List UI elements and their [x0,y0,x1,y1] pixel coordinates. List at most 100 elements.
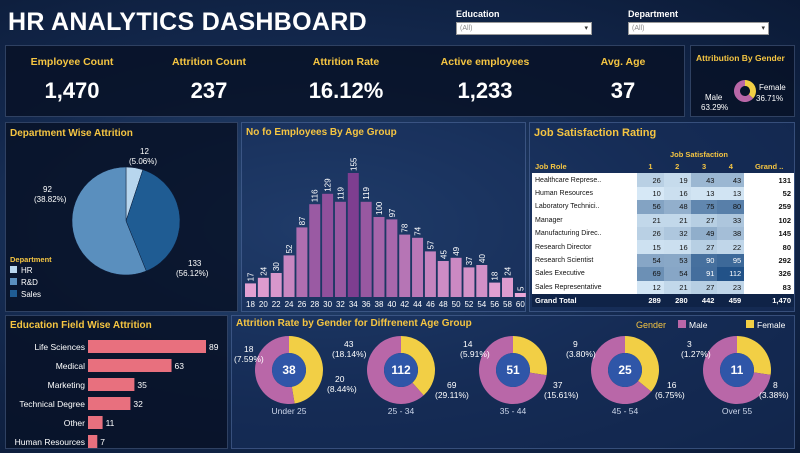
rating-cell: 56 [637,200,664,214]
donut-female-slice[interactable] [401,336,435,396]
edu-bar-value-label: 11 [106,418,115,428]
age-bar[interactable] [360,201,372,297]
age-tick-label: 42 [400,300,409,309]
legend-item-rnd[interactable]: R&D [10,278,41,290]
donut-female-slice[interactable] [289,336,323,404]
age-bar-value-label: 30 [272,262,281,271]
row-total-cell: 292 [744,253,794,268]
legend-item-hr[interactable]: HR [10,266,41,278]
table-row[interactable]: Research Director 15 16 27 22 80 [532,240,794,254]
age-bar[interactable] [489,282,501,297]
job-role-cell: Sales Representative [532,280,638,294]
donut-extra-pct: (18.14%) [332,349,367,359]
edu-bar[interactable] [88,397,131,410]
grand-total-cell: 280 [663,293,691,308]
edu-bar[interactable] [88,378,135,391]
donut-center [384,353,418,387]
donut-female-slice[interactable] [513,336,547,376]
legend-item-sales[interactable]: Sales [10,290,41,302]
age-bar[interactable] [514,293,526,297]
rating-cell: 16 [663,240,691,254]
age-bar[interactable] [412,237,424,297]
chevron-down-icon: ▾ [584,25,588,32]
age-bar-value-label: 74 [414,226,423,235]
age-group-label: 25 - 34 [388,406,415,416]
pie-slice-sales[interactable] [125,169,181,272]
donut-female-slice[interactable] [737,336,771,375]
age-bar[interactable] [347,173,359,297]
table-row[interactable]: Manufacturing Direc.. 26 32 49 38 145 [532,226,794,241]
donut-female-count: 18 [244,344,254,354]
donut-male-slice[interactable] [703,336,771,404]
table-row[interactable]: Laboratory Technici.. 56 48 75 80 259 [532,200,794,214]
edu-bar-value-label: 89 [209,342,219,352]
legend-item-male[interactable]: Male [678,320,707,330]
department-filter-label: Department [628,9,679,19]
age-group-label: 35 - 44 [500,406,527,416]
age-tick-label: 20 [259,300,268,309]
grand-total-row: Grand Total 289 280 442 459 1,470 [532,293,794,308]
rating-cell: 27 [690,213,718,227]
age-bar-value-label: 37 [465,256,474,265]
age-bar[interactable] [296,227,308,297]
donut-male-slice[interactable] [255,336,295,404]
pie-label-rnd-pct: (56.12%) [176,269,209,278]
job-satisfaction-panel: Job Satisfaction Rating Job Satisfaction… [529,122,795,312]
rating-cell: 49 [690,226,718,241]
table-row[interactable]: Sales Representative 12 21 27 23 83 [532,280,794,294]
age-bar[interactable] [463,267,475,297]
rating-cell: 27 [690,280,718,294]
table-row[interactable]: Research Scientist 54 53 90 95 292 [532,253,794,268]
edu-bar[interactable] [88,435,98,448]
edu-bar[interactable] [88,340,206,353]
education-filter-dropdown[interactable]: (All) ▾ [456,22,592,35]
pie-slice-rnd[interactable] [71,166,147,276]
department-filter-dropdown[interactable]: (All) ▾ [628,22,769,35]
age-bar-value-label: 18 [491,271,500,280]
donut-male-slice[interactable] [591,336,652,404]
age-bar[interactable] [270,273,282,297]
rating-cell: 26 [637,226,664,241]
legend-swatch [10,266,17,273]
age-bar-value-label: 155 [349,157,358,171]
age-bar[interactable] [283,255,295,297]
age-tick-label: 40 [387,300,396,309]
age-group-label: Over 55 [722,406,753,416]
edu-bar[interactable] [88,359,172,372]
education-field-title: Education Field Wise Attrition [10,320,152,331]
gender-male-slice[interactable] [734,80,754,102]
age-bar[interactable] [309,204,321,297]
donut-male-slice[interactable] [367,336,424,404]
edu-category-label: Life Sciences [34,342,85,352]
age-bar[interactable] [502,277,513,297]
table-row[interactable]: Manager 21 21 27 33 102 [532,213,794,227]
donut-female-slice[interactable] [625,336,659,392]
job-role-cell: Research Director [532,240,638,254]
gender-female-slice[interactable] [745,80,756,99]
edu-bar[interactable] [88,416,103,429]
age-bar[interactable] [334,201,346,297]
age-bar[interactable] [399,234,411,297]
table-row[interactable]: Healthcare Represe.. 26 19 43 43 131 [532,173,794,187]
age-bar[interactable] [476,265,488,297]
legend-item-female[interactable]: Female [746,320,785,330]
donut-female-count: 14 [463,339,473,349]
age-bar[interactable] [257,277,269,297]
donut-male-pct: (15.61%) [544,390,579,400]
education-field-panel: Education Field Wise Attrition Life Scie… [5,315,228,449]
age-bar[interactable] [373,217,385,297]
age-bar[interactable] [245,283,256,297]
job-role-cell: Sales Executive [532,267,638,281]
donut-male-slice[interactable] [479,336,547,404]
column-header: 4 [728,162,733,172]
age-bar[interactable] [437,261,449,297]
age-bar[interactable] [424,251,436,297]
age-bar[interactable] [450,257,462,297]
age-bar[interactable] [386,219,398,297]
kpi-avg-age-label: Avg. Age [600,56,646,68]
age-bar[interactable] [322,193,334,297]
table-row[interactable]: Human Resources 10 16 13 13 52 [532,186,794,201]
donut-center [720,353,754,387]
table-row[interactable]: Sales Executive 69 54 91 112 326 [532,267,794,281]
rating-cell: 75 [690,200,718,214]
